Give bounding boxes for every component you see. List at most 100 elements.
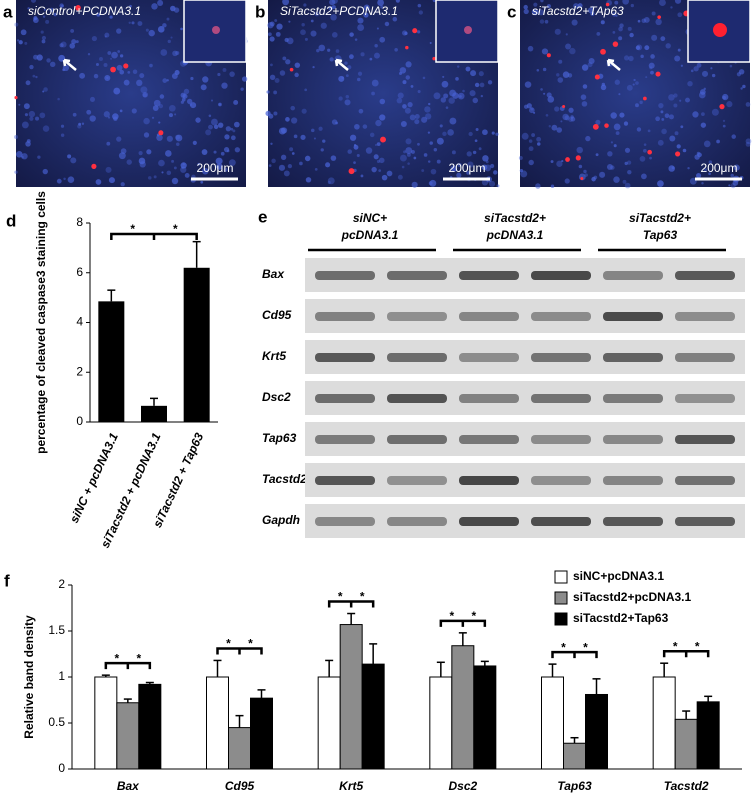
cell: [722, 124, 726, 128]
cell: [269, 36, 275, 42]
cell: [550, 160, 554, 164]
panel-letter: a: [3, 2, 13, 21]
cell: [384, 21, 390, 27]
bar: [473, 665, 497, 770]
cell: [14, 170, 18, 174]
apoptotic-cell: [405, 45, 409, 50]
cell: [39, 112, 46, 119]
cell: [523, 104, 529, 109]
cell: [468, 131, 473, 137]
cell: [450, 165, 458, 172]
cell: [569, 47, 576, 55]
cell: [304, 88, 308, 92]
cell: [648, 62, 655, 69]
cell: [536, 136, 542, 142]
cell: [157, 0, 164, 7]
cell: [401, 165, 405, 169]
cell: [489, 180, 496, 187]
cell: [649, 66, 653, 70]
band: [387, 312, 447, 321]
cell: [162, 23, 167, 28]
cell: [628, 55, 634, 62]
cell: [70, 157, 77, 164]
cell: [318, 126, 323, 131]
cell: [37, 155, 41, 159]
cell: [571, 19, 578, 26]
cell: [301, 108, 307, 114]
cell: [95, 62, 99, 66]
cell: [173, 166, 177, 170]
cell: [595, 153, 599, 157]
cell: [33, 54, 39, 60]
significance-star: *: [226, 637, 231, 651]
cell: [632, 83, 635, 86]
cell: [353, 161, 356, 164]
cell: [674, 55, 681, 62]
cell: [466, 171, 470, 175]
cell: [413, 156, 417, 160]
gel-strip: [305, 340, 745, 374]
cell: [451, 150, 456, 155]
cell: [629, 32, 634, 38]
cell: [300, 29, 306, 36]
cell: [677, 48, 681, 52]
cell: [491, 131, 495, 135]
group-label: siTacstd2+: [629, 211, 691, 225]
cell: [588, 57, 595, 64]
cell: [192, 140, 197, 145]
cell: [528, 159, 534, 166]
cell: [680, 64, 683, 67]
cell: [640, 54, 644, 59]
cell: [690, 69, 694, 73]
cell: [533, 2, 538, 7]
significance-star: *: [136, 651, 141, 665]
cell: [60, 133, 65, 137]
bar: [361, 663, 385, 770]
cell: [118, 152, 126, 160]
group-label: siNC+: [353, 211, 387, 225]
cell: [693, 66, 699, 72]
cell: [129, 4, 132, 8]
cell: [606, 164, 613, 170]
cell: [49, 61, 56, 68]
cell: [677, 12, 683, 18]
cell: [618, 93, 621, 96]
band: [315, 435, 375, 444]
y-tick-label: 6: [76, 265, 83, 279]
cell: [730, 173, 734, 178]
cell: [442, 131, 447, 137]
band: [315, 476, 375, 485]
cell: [565, 33, 568, 36]
cell: [585, 135, 591, 142]
significance-star: *: [673, 639, 678, 653]
cell: [650, 70, 654, 75]
cell: [541, 48, 549, 55]
legend-swatch: [554, 570, 568, 584]
significance-bracket: [104, 661, 152, 670]
cell: [556, 160, 563, 167]
cell: [230, 127, 234, 131]
apoptotic-cell: [565, 157, 570, 162]
cell: [299, 161, 303, 166]
cell: [240, 87, 244, 91]
cell: [25, 80, 31, 86]
cell: [190, 102, 197, 109]
cell: [380, 5, 384, 9]
cell: [338, 96, 343, 101]
significance-star: *: [471, 609, 476, 623]
cell: [562, 113, 569, 121]
cell: [376, 27, 379, 30]
cell: [29, 116, 34, 121]
cell: [467, 161, 474, 168]
apoptotic-cell: [604, 123, 609, 128]
cell: [565, 43, 572, 50]
cell: [643, 143, 647, 146]
cell: [478, 71, 484, 77]
bar: [228, 727, 251, 770]
cell: [175, 134, 183, 142]
cell: [234, 147, 241, 153]
band: [531, 312, 591, 321]
cell: [105, 166, 112, 173]
cell: [570, 115, 574, 119]
panel-letter: c: [507, 2, 516, 21]
